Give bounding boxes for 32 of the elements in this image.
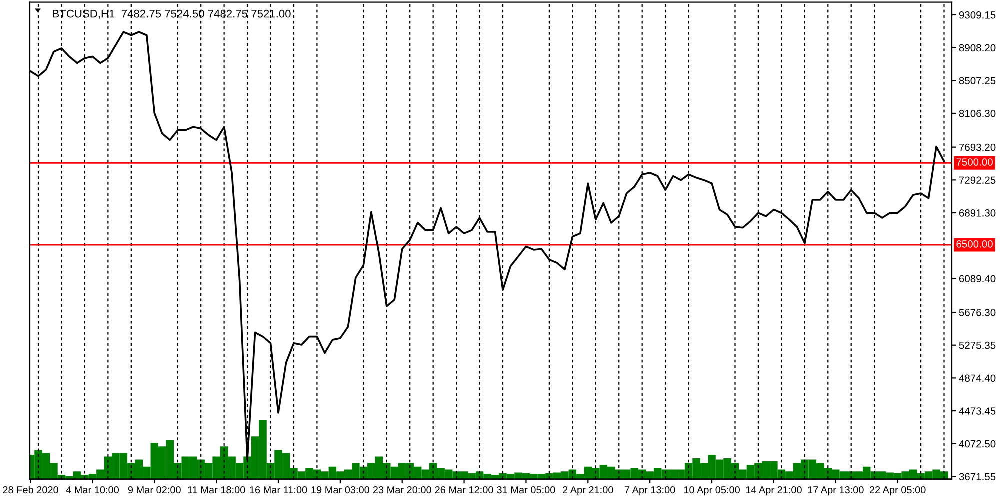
y-tick-label: 4874.40 bbox=[959, 374, 996, 382]
x-tick-label: 4 Mar 10:00 bbox=[66, 486, 119, 494]
ref-line-label: 6500.00 bbox=[956, 240, 993, 248]
y-tick-label: 5676.30 bbox=[959, 309, 996, 316]
x-tick-label: 28 Feb 2020 bbox=[3, 486, 58, 494]
x-tick-label: 9 Mar 02:00 bbox=[128, 486, 181, 494]
x-tick-label: 17 Apr 13:00 bbox=[808, 486, 864, 496]
y-tick-label: 8908.20 bbox=[959, 44, 996, 52]
x-tick-label: 2 Apr 21:00 bbox=[563, 486, 614, 496]
y-tick-label: 8106.30 bbox=[959, 110, 996, 118]
x-tick-label: 16 Mar 11:00 bbox=[250, 486, 308, 494]
y-tick-label: 7292.25 bbox=[959, 176, 996, 184]
x-tick-label: 11 Mar 18:00 bbox=[188, 486, 246, 494]
x-tick-label: 7 Apr 13:00 bbox=[625, 486, 676, 496]
x-tick-label: 26 Mar 12:00 bbox=[435, 486, 494, 494]
y-tick-label: 5275.35 bbox=[959, 342, 996, 350]
x-tick-label: 22 Apr 05:00 bbox=[870, 486, 926, 496]
text: BTCUSD,H1 7482.75 7524.50 7482.75 7521.00 bbox=[53, 10, 291, 20]
y-tick-label: 8507.25 bbox=[959, 77, 996, 84]
y-tick-label: 9309.15 bbox=[959, 12, 996, 19]
y-tick-label: 3671.55 bbox=[959, 473, 996, 481]
x-tick-label: 31 Mar 05:00 bbox=[497, 486, 556, 494]
x-tick-label: 10 Apr 05:00 bbox=[684, 486, 740, 496]
y-tick-label: 4473.45 bbox=[959, 408, 996, 415]
x-tick-label: 14 Apr 21:00 bbox=[746, 486, 802, 496]
y-tick-label: 7693.20 bbox=[959, 144, 996, 152]
x-tick-label: 23 Mar 20:00 bbox=[373, 486, 432, 494]
x-tick-label: 19 Mar 03:00 bbox=[312, 486, 370, 494]
y-tick-label: 4072.50 bbox=[959, 440, 996, 448]
ref-line-label: 7500.00 bbox=[956, 158, 993, 166]
y-tick-label: 6089.40 bbox=[959, 275, 996, 283]
y-tick-label: 6891.30 bbox=[959, 210, 996, 217]
